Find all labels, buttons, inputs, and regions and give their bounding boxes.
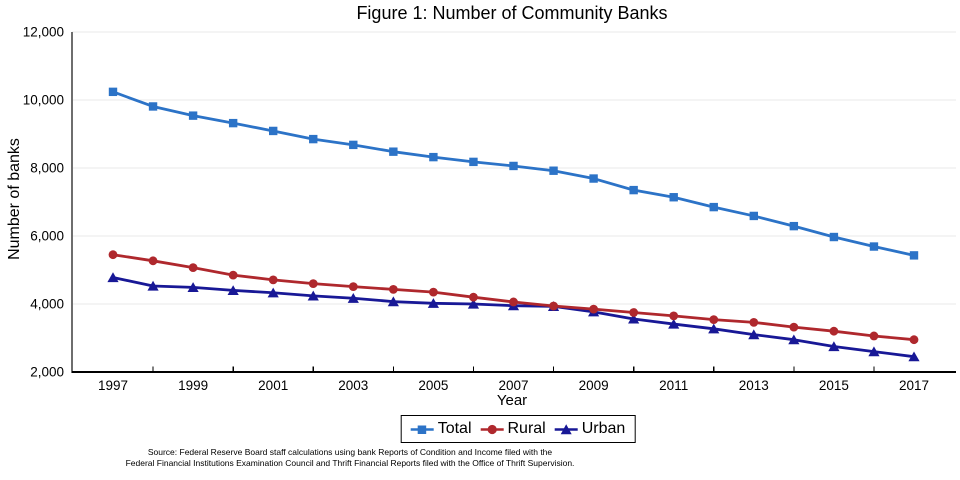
- total-marker: [148, 102, 158, 111]
- x-tick-label: 2015: [819, 378, 849, 393]
- x-tick-label: 2003: [338, 378, 368, 393]
- rural-series-marker-icon: [480, 424, 504, 434]
- legend-label-urban: Urban: [581, 420, 626, 437]
- total-marker: [549, 166, 558, 175]
- rural-marker: [549, 301, 558, 311]
- urban-series-marker-icon: [554, 423, 578, 434]
- urban-marker: [307, 290, 319, 301]
- rural-marker: [589, 304, 598, 314]
- total-marker: [629, 185, 638, 195]
- urban-marker: [908, 351, 920, 362]
- plot-area: 2,000 4,000 6,000 8,000 10,000 12,000 1997 1999…: [23, 25, 956, 393]
- rural-marker: [188, 263, 198, 273]
- rural-marker: [829, 326, 839, 336]
- rural-marker: [108, 250, 118, 260]
- total-marker: [389, 147, 398, 156]
- rural-marker: [388, 284, 398, 294]
- rural-marker: [268, 275, 278, 285]
- x-tick-label: 2013: [739, 378, 769, 393]
- legend-item-urban: Urban: [554, 420, 626, 438]
- source-note-line1: Source: Federal Reserve Board staff calc…: [147, 447, 553, 457]
- source-note-line2: Federal Financial Institutions Examinati…: [125, 457, 575, 468]
- total-marker: [869, 242, 879, 251]
- total-marker: [509, 161, 518, 171]
- total-series-marker-icon: [410, 425, 434, 434]
- y-tick-label: 12,000: [23, 25, 64, 40]
- urban-marker: [868, 346, 880, 357]
- rural-marker: [669, 311, 679, 321]
- urban-marker: [147, 280, 159, 291]
- total-marker: [188, 111, 198, 120]
- y-tick-label: 6,000: [30, 229, 64, 244]
- chart-legend: Total Rural Urban: [400, 415, 636, 443]
- y-tick-label: 8,000: [30, 161, 64, 176]
- total-marker: [429, 152, 438, 162]
- y-tick-label: 10,000: [23, 93, 64, 108]
- urban-marker: [828, 341, 840, 352]
- total-marker: [108, 87, 118, 97]
- rural-marker: [228, 270, 238, 280]
- x-tick-label: 2017: [899, 378, 929, 393]
- x-tick-label: 2011: [659, 378, 688, 393]
- total-marker: [789, 221, 799, 231]
- rural-marker: [509, 297, 518, 307]
- total-marker: [829, 232, 839, 242]
- rural-marker: [148, 256, 158, 266]
- urban-marker: [347, 293, 359, 303]
- total-marker: [349, 140, 358, 150]
- rural-marker: [909, 335, 919, 345]
- urban-marker: [227, 285, 239, 295]
- urban-marker: [668, 318, 680, 329]
- total-marker: [589, 174, 598, 183]
- urban-marker: [748, 329, 760, 340]
- chart-title: Figure 1: Number of Community Banks: [356, 3, 668, 23]
- urban-marker: [187, 282, 199, 292]
- x-tick-label: 2009: [579, 378, 609, 393]
- total-marker: [749, 211, 758, 221]
- total-marker: [909, 251, 919, 260]
- x-tick-label: 2001: [258, 378, 288, 393]
- urban-marker: [107, 272, 119, 283]
- y-tick-label: 4,000: [30, 297, 64, 312]
- total-marker: [709, 202, 718, 212]
- total-line: [111, 90, 916, 257]
- x-tick-label: 2007: [498, 378, 528, 393]
- rural-marker: [869, 331, 879, 341]
- source-note: Source: Federal Reserve Board staff calc…: [0, 447, 700, 468]
- urban-marker: [427, 298, 439, 308]
- urban-marker: [267, 287, 279, 298]
- x-tick-label: 2005: [418, 378, 448, 393]
- urban-marker: [628, 313, 640, 324]
- rural-marker: [429, 287, 438, 297]
- x-tick-label: 1999: [178, 378, 208, 393]
- legend-label-total: Total: [437, 420, 472, 437]
- total-marker: [269, 126, 278, 136]
- x-axis-title: Year: [496, 392, 528, 409]
- rural-marker: [348, 282, 358, 292]
- legend-item-rural: Rural: [479, 420, 546, 438]
- rural-marker: [308, 279, 318, 288]
- urban-marker: [788, 334, 800, 345]
- urban-marker: [467, 298, 480, 309]
- rural-marker: [629, 308, 639, 317]
- y-tick-label: 2,000: [30, 365, 64, 380]
- rural-marker: [709, 315, 719, 325]
- total-marker: [309, 134, 318, 144]
- rural-marker: [469, 292, 478, 302]
- x-tick-label: 1997: [98, 378, 128, 393]
- urban-marker: [387, 296, 399, 307]
- urban-marker: [708, 323, 720, 334]
- total-marker: [228, 118, 238, 128]
- rural-marker: [749, 317, 759, 327]
- legend-item-total: Total: [410, 420, 472, 438]
- total-marker: [469, 157, 478, 167]
- total-marker: [669, 193, 678, 202]
- rural-marker: [789, 322, 799, 332]
- legend-label-rural: Rural: [507, 420, 546, 437]
